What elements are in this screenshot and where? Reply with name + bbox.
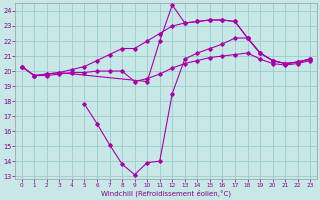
X-axis label: Windchill (Refroidissement éolien,°C): Windchill (Refroidissement éolien,°C) [101, 189, 231, 197]
